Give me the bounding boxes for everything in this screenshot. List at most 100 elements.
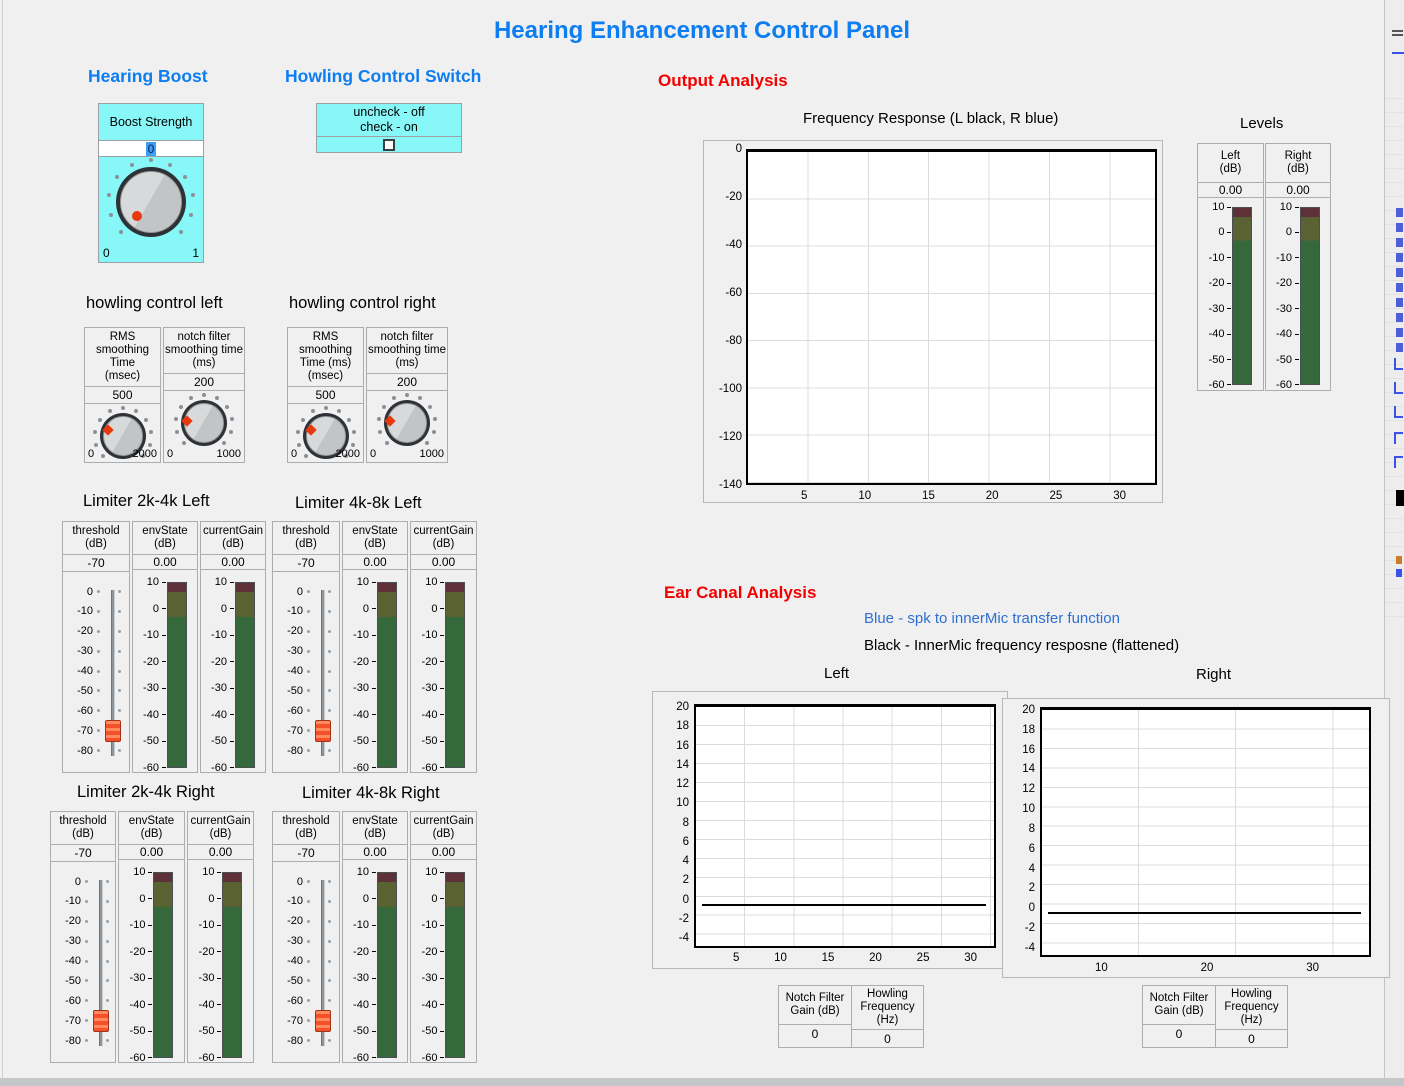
currentgain-value: 0.00 (411, 845, 476, 860)
rms-smoothing-right-knob[interactable] (303, 413, 349, 459)
envstate-meter: envState (dB) 0.00 10 0 -10 -20 -30 -40 -50 -60 (132, 521, 198, 773)
boost-strength-knob[interactable] (116, 167, 186, 237)
envstate-value: 0.00 (343, 845, 407, 860)
rms-right-knob-tick-dots (324, 434, 328, 438)
envstate-value: 0.00 (133, 555, 197, 570)
threshold-value: -70 (63, 555, 129, 572)
ear-right-flat-response-line (1048, 912, 1361, 914)
limiter-2k4k-left-heading: Limiter 2k-4k Left (83, 492, 210, 510)
envstate-meter: envState (dB) 0.00 10 0 -10 -20 -30 -40 -50 -60 (342, 521, 408, 773)
threshold-slider-handle[interactable] (105, 720, 121, 742)
rms-smoothing-left-control: RMS smoothing Time (msec) 500 0 2000 (84, 327, 161, 463)
threshold-value: -70 (273, 555, 339, 572)
threshold-slider-handle[interactable] (315, 1010, 331, 1032)
notch-left-knob-tick-dots (202, 421, 206, 425)
howling-switch-heading: Howling Control Switch (285, 66, 482, 86)
freq-x-axis: 5 10 15 20 25 30 (801, 490, 1126, 502)
ear-right-notch-table: Notch Filter Gain (dB) 0 Howling Frequen… (1142, 985, 1288, 1048)
levels-panel: Left (dB) 0.00 10 0 -10 -20 -30 -40 -50 -60 Rig… (1197, 143, 1331, 391)
notch-filter-gain-value: 0 (811, 1026, 819, 1041)
notch-left-max: 1000 (216, 448, 241, 460)
notch-filter-gain-label: Notch Filter Gain (dB) (1143, 986, 1215, 1025)
boost-min-label: 0 (103, 246, 110, 260)
limiter-4k8k-right-heading: Limiter 4k-8k Right (302, 784, 440, 802)
frequency-response-title: Frequency Response (L black, R blue) (803, 110, 1059, 127)
howling-frequency-value: 0 (884, 1031, 891, 1046)
howling-frequency-label: Howling Frequency (Hz) (852, 986, 923, 1030)
window-right-divider (1384, 0, 1385, 1078)
ear-canal-right-chart: 20 18 16 14 12 10 8 6 4 2 0 -2 -4 10 20 30 (1002, 698, 1390, 978)
ear-right-plot-area (1040, 707, 1371, 957)
threshold-slider-handle[interactable] (93, 1010, 109, 1032)
rms-smoothing-right-label: RMS smoothing Time (ms) (msec) (288, 328, 363, 387)
ear-left-title: Left (824, 665, 850, 682)
currentgain-meter: currentGain (dB) 0.00 10 0 -10 -20 -30 -40 -50… (410, 521, 477, 773)
envstate-meter: envState (dB) 0.00 10 0 -10 -20 -30 -40 -50 -60 (118, 811, 185, 1063)
boost-knob-zone: 0 1 (99, 157, 203, 262)
threshold-slider[interactable]: 0 -10 -20 -30 -40 -50 -60 -70 -80 (51, 862, 115, 1062)
boost-max-label: 1 (192, 246, 199, 260)
notch-filter-gain-value: 0 (1175, 1026, 1183, 1041)
rms-left-max: 2000 (132, 448, 157, 460)
frequency-response-chart: 0 -20 -40 -60 -80 -100 -120 -140 5 10 15 20 25 30 (703, 140, 1163, 503)
rms-left-min: 0 (88, 448, 95, 460)
currentgain-value: 0.00 (411, 555, 476, 570)
howling-switch-panel: uncheck - off check - on (316, 103, 462, 153)
howling-control-checkbox[interactable] (383, 138, 395, 151)
notch-left-min: 0 (167, 448, 174, 460)
notch-smoothing-left-label: notch filter smoothing time (ms) (164, 328, 244, 374)
levels-left-meter: Left (dB) 0.00 10 0 -10 -20 -30 -40 -50 -60 (1197, 143, 1264, 391)
currentgain-meter: currentGain (dB) 0.00 10 0 -10 -20 -30 -40 -50… (200, 521, 266, 773)
howling-right-heading: howling control right (289, 294, 436, 312)
limiter-4k8k-left-panel: threshold (dB) -70 0 -10 -20 -30 -40 -50 -60 -7… (272, 521, 477, 773)
boost-knob-tick-dots (149, 200, 153, 204)
threshold-slider[interactable]: 0 -10 -20 -30 -40 -50 -60 -70 -80 (273, 572, 339, 772)
ear-left-y-axis: 20 18 16 14 12 10 8 6 4 2 0 -2 -4 (676, 701, 689, 944)
ear-left-flat-response-line (702, 904, 986, 906)
threshold-value: -70 (273, 845, 339, 862)
threshold-slider[interactable]: 0 -10 -20 -30 -40 -50 -60 -70 -80 (273, 862, 339, 1062)
page-title: Hearing Enhancement Control Panel (493, 17, 911, 44)
threshold-control: threshold (dB) -70 0 -10 -20 -30 -40 -50 -60 -7… (272, 811, 340, 1063)
howling-left-panel: RMS smoothing Time (msec) 500 0 2000 not… (84, 327, 245, 463)
ear-canal-left-chart: 20 18 16 14 12 10 8 6 4 2 0 -2 -4 5 10 15 20 25 30 (652, 691, 1008, 969)
ear-right-x-axis: 10 20 30 (1095, 962, 1319, 974)
notch-smoothing-right-value: 200 (367, 374, 447, 391)
currentgain-meter: currentGain (dB) 0.00 10 0 -10 -20 -30 -40 -50… (187, 811, 254, 1063)
envstate-meter: envState (dB) 0.00 10 0 -10 -20 -30 -40 -50 -60 (342, 811, 408, 1063)
output-analysis-heading: Output Analysis (658, 71, 788, 90)
notch-right-min: 0 (370, 448, 377, 460)
threshold-slider[interactable]: 0 -10 -20 -30 -40 -50 -60 -70 -80 (63, 572, 129, 772)
howling-left-heading: howling control left (86, 294, 223, 312)
levels-right-value: 0.00 (1266, 183, 1330, 198)
notch-smoothing-right-label: notch filter smoothing time (ms) (367, 328, 447, 374)
threshold-slider-handle[interactable] (315, 720, 331, 742)
rms-smoothing-right-control: RMS smoothing Time (ms) (msec) 500 0 200… (287, 327, 364, 463)
rms-right-max: 2000 (335, 448, 360, 460)
freq-y-axis: 0 -20 -40 -60 -80 -100 -120 -140 (718, 143, 742, 491)
rms-smoothing-left-value: 500 (85, 387, 160, 404)
envstate-value: 0.00 (343, 555, 407, 570)
notch-right-max: 1000 (419, 448, 444, 460)
notch-smoothing-right-knob[interactable] (384, 400, 430, 446)
ear-canal-note-black: Black - InnerMic frequency resposne (fla… (864, 637, 1180, 654)
boost-knob-indicator (132, 211, 142, 221)
howling-switch-caption: uncheck - off check - on (317, 104, 461, 137)
rms-left-knob-tick-dots (121, 434, 125, 438)
ear-right-title: Right (1196, 666, 1232, 683)
threshold-value: -70 (51, 845, 115, 862)
howling-right-panel: RMS smoothing Time (ms) (msec) 500 0 200… (287, 327, 448, 463)
boost-strength-value: 0 (145, 141, 157, 156)
boost-knob-face (120, 171, 182, 233)
freq-plot-area (746, 149, 1157, 485)
notch-smoothing-left-knob[interactable] (181, 400, 227, 446)
rms-smoothing-left-knob[interactable] (100, 413, 146, 459)
notch-right-knob-tick-dots (405, 421, 409, 425)
howling-frequency-label: Howling Frequency (Hz) (1216, 986, 1287, 1030)
ear-canal-heading: Ear Canal Analysis (664, 583, 817, 602)
levels-title: Levels (1240, 115, 1284, 132)
boost-strength-input[interactable]: 0 (99, 140, 203, 157)
limiter-2k4k-left-panel: threshold (dB) -70 0 -10 -20 -30 -40 -50 -60 -7… (62, 521, 266, 773)
limiter-4k8k-left-heading: Limiter 4k-8k Left (295, 494, 422, 512)
